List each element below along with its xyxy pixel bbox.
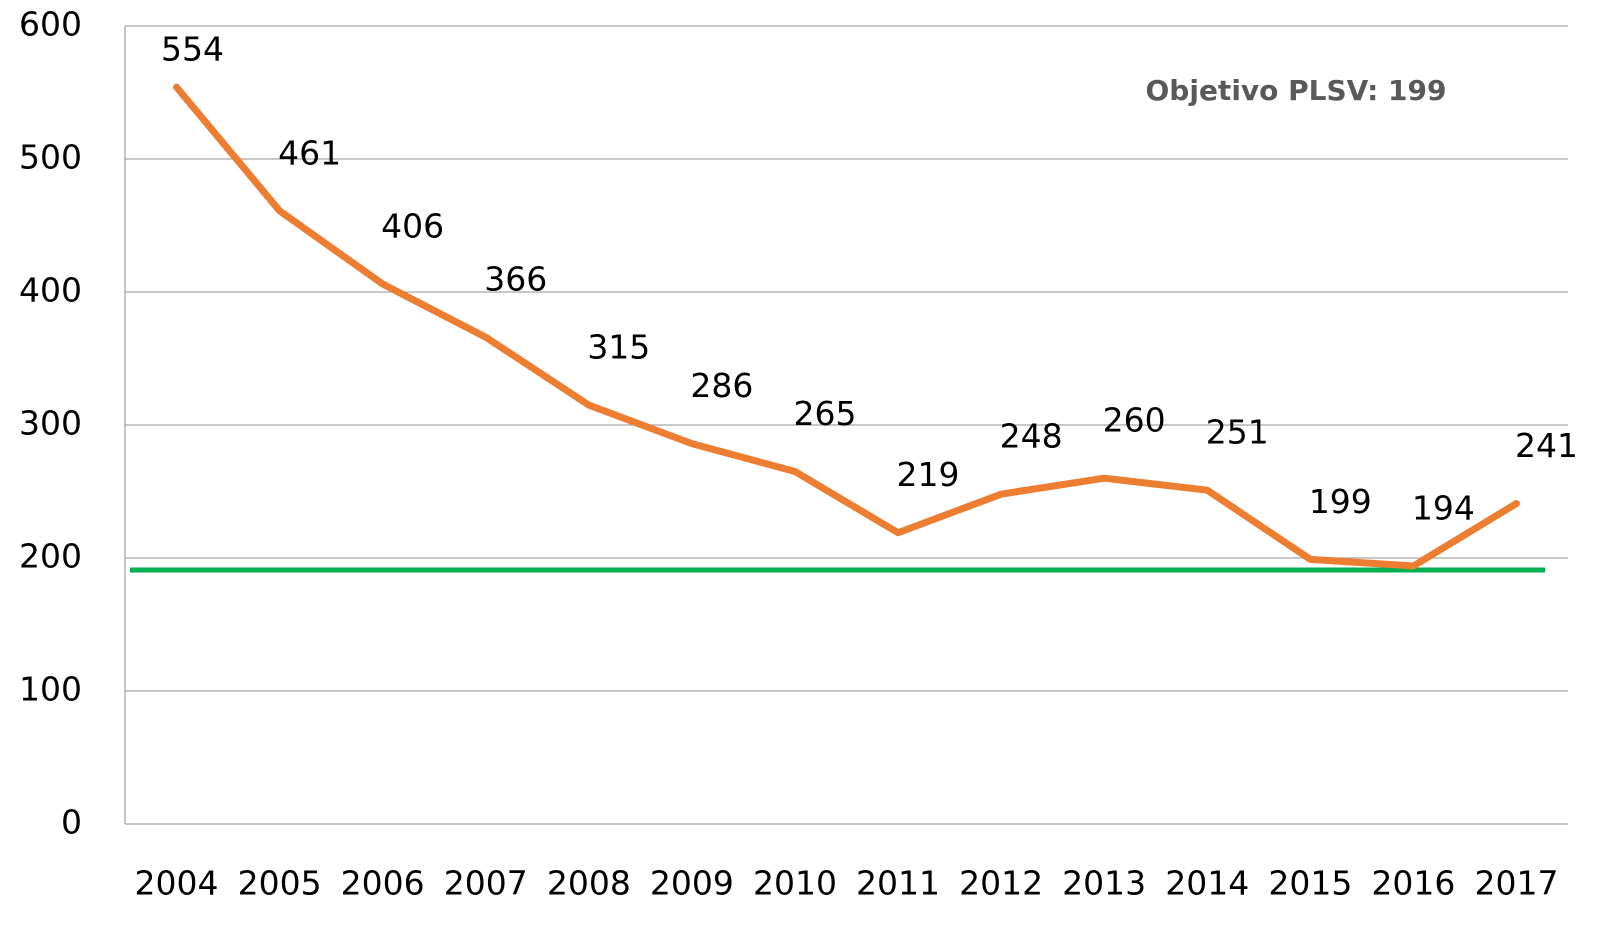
data-label: 199 [1309, 482, 1372, 521]
y-tick-label: 100 [19, 670, 82, 709]
x-tick-label: 2004 [135, 864, 219, 903]
x-tick-label: 2013 [1062, 864, 1146, 903]
y-tick-label: 600 [19, 5, 82, 44]
x-tick-label: 2011 [856, 864, 940, 903]
x-tick-label: 2012 [959, 864, 1043, 903]
y-tick-label: 200 [19, 537, 82, 576]
x-tick-label: 2016 [1371, 864, 1455, 903]
x-tick-label: 2010 [753, 864, 837, 903]
annotation: Objetivo PLSV: 199 [1146, 74, 1447, 107]
data-label: 366 [484, 260, 547, 299]
y-tick-label: 0 [61, 803, 82, 842]
x-tick-label: 2007 [444, 864, 528, 903]
data-label: 265 [793, 394, 856, 433]
x-tick-label: 2005 [238, 864, 322, 903]
x-tick-label: 2014 [1165, 864, 1249, 903]
data-label: 251 [1206, 413, 1269, 452]
y-tick-label: 400 [19, 271, 82, 310]
data-label: 241 [1515, 426, 1578, 465]
x-tick-label: 2009 [650, 864, 734, 903]
data-label: 554 [161, 30, 224, 69]
x-tick-label: 2017 [1474, 864, 1558, 903]
y-tick-label: 300 [19, 404, 82, 443]
data-label: 461 [278, 133, 341, 172]
data-label: 248 [1000, 417, 1063, 456]
x-tick-label: 2006 [341, 864, 425, 903]
data-label: 315 [587, 328, 650, 367]
data-label: 286 [690, 366, 753, 405]
x-tick-label: 2015 [1268, 864, 1352, 903]
data-label: 260 [1103, 401, 1166, 440]
y-tick-label: 500 [19, 138, 82, 177]
data-label: 219 [897, 455, 960, 494]
data-label: 194 [1412, 488, 1475, 527]
x-tick-label: 2008 [547, 864, 631, 903]
line-series [173, 83, 1520, 570]
data-label: 406 [381, 207, 444, 246]
